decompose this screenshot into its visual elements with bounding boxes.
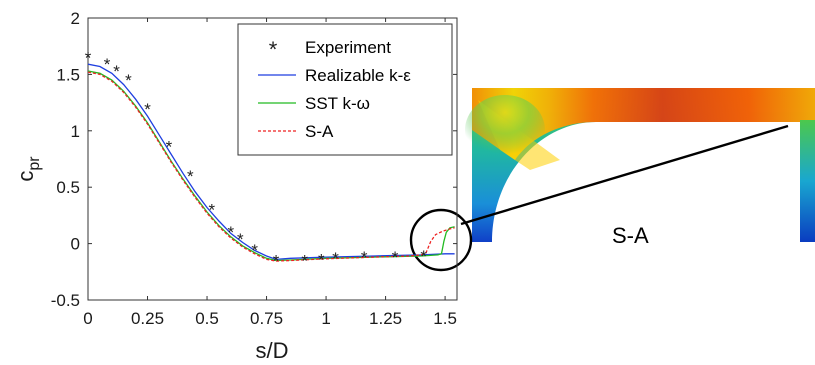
contour-label: S-A	[612, 223, 649, 248]
experiment-point: *	[273, 251, 280, 270]
experiment-point: *	[187, 167, 194, 186]
x-tick-label: 0.75	[250, 309, 283, 328]
x-tick-label: 1.5	[433, 309, 457, 328]
experiment-point: *	[237, 230, 244, 249]
x-axis-title: s/D	[256, 338, 289, 363]
y-tick-label: 1	[71, 122, 80, 141]
y-axis: -0.5 0 0.5 1 1.5 2	[51, 9, 457, 310]
experiment-point: *	[125, 71, 132, 90]
legend-label-sst: SST k-ω	[305, 94, 370, 113]
y-tick-label: 1.5	[56, 65, 80, 84]
x-axis: 0 0.25 0.5 0.75 1 1.25 1.5	[83, 18, 457, 328]
y-axis-title: cpr	[13, 156, 43, 182]
zoom-connector-line	[460, 124, 789, 226]
zoom-circle	[409, 208, 473, 272]
experiment-point: *	[144, 100, 151, 119]
experiment-point: *	[113, 62, 120, 81]
legend-box	[237, 23, 453, 156]
experiment-point: *	[104, 55, 111, 74]
y-tick-label: -0.5	[51, 291, 80, 310]
plot-area	[87, 17, 458, 301]
y-axis-title-sub: pr	[26, 156, 43, 171]
y-tick-label: 0	[71, 235, 80, 254]
series-layer	[88, 63, 455, 262]
experiment-markers: * * * ****** *** * * * * * *	[85, 48, 428, 270]
x-tick-label: 0.25	[131, 309, 164, 328]
experiment-point: *	[301, 251, 308, 270]
legend-label-sa: S-A	[305, 122, 334, 141]
legend-marker-experiment: *	[269, 37, 278, 62]
series-line-sa	[88, 71, 455, 262]
experiment-point: *	[332, 249, 339, 268]
contour-inset: S-A	[465, 88, 815, 248]
legend-label-realizable: Realizable k-ε	[305, 66, 411, 85]
y-axis-title-main: c	[13, 171, 38, 182]
experiment-point: *	[251, 241, 258, 260]
x-tick-label: 1.25	[369, 309, 402, 328]
experiment-point: *	[420, 247, 427, 266]
experiment-point: *	[85, 48, 92, 67]
x-tick-label: 0	[83, 309, 92, 328]
experiment-point: *	[392, 248, 399, 267]
experiment-point: *	[228, 223, 235, 242]
x-tick-label: 0.5	[195, 309, 219, 328]
y-tick-label: 0.5	[56, 178, 80, 197]
y-tick-label: 2	[71, 9, 80, 28]
experiment-point: *	[208, 201, 215, 220]
experiment-point: *	[361, 248, 368, 267]
x-tick-label: 1	[321, 309, 330, 328]
experiment-point: *	[166, 137, 173, 156]
legend: * Experiment Realizable k-ε SST k-ω S-A	[237, 23, 453, 156]
series-line-realizable	[88, 63, 455, 261]
legend-label-experiment: Experiment	[305, 38, 391, 57]
experiment-point: *	[318, 250, 325, 269]
